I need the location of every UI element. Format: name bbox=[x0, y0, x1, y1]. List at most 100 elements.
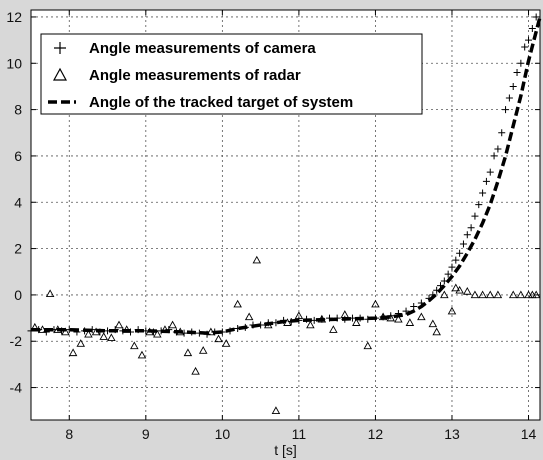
camera-point bbox=[525, 36, 533, 44]
camera-point bbox=[188, 328, 196, 336]
camera-point bbox=[35, 326, 43, 334]
camera-point bbox=[287, 318, 295, 326]
camera-point bbox=[502, 106, 510, 114]
radar-point bbox=[432, 327, 441, 336]
camera-point bbox=[410, 302, 418, 310]
camera-point bbox=[387, 312, 395, 320]
camera-point bbox=[127, 328, 135, 336]
axis-ticks: 8 9 10 11 12 13 14 -4 -2 0 2 4 6 8 10 12 bbox=[6, 9, 540, 442]
camera-point bbox=[73, 328, 81, 336]
radar-point bbox=[485, 290, 495, 299]
camera-point bbox=[467, 224, 475, 232]
camera-point bbox=[394, 309, 402, 317]
legend-marker-radar bbox=[52, 67, 68, 81]
plot-frame bbox=[30, 9, 541, 421]
camera-point bbox=[471, 212, 479, 220]
x-tick-label: 10 bbox=[215, 426, 231, 442]
radar-point bbox=[463, 287, 472, 295]
radar-point bbox=[271, 406, 281, 414]
plus-marker bbox=[54, 42, 66, 54]
camera-point bbox=[429, 291, 437, 299]
camera-point bbox=[371, 314, 379, 322]
radar-point bbox=[417, 312, 426, 321]
radar-point bbox=[264, 320, 273, 329]
y-tick-label: 2 bbox=[14, 241, 22, 257]
radar-point bbox=[191, 366, 200, 375]
camera-point bbox=[482, 177, 490, 185]
y-tick-label: -2 bbox=[10, 333, 23, 349]
radar-point bbox=[76, 339, 86, 347]
radar-point bbox=[30, 322, 40, 331]
x-tick-label: 13 bbox=[444, 426, 460, 442]
camera-point bbox=[348, 314, 356, 322]
camera-point bbox=[264, 319, 272, 327]
radar-point bbox=[428, 319, 438, 328]
camera-point bbox=[203, 330, 211, 338]
camera-point bbox=[402, 307, 410, 315]
camera-point bbox=[509, 82, 517, 90]
camera-point bbox=[341, 315, 349, 323]
legend-marker-camera bbox=[54, 42, 66, 54]
camera-point bbox=[505, 94, 513, 102]
radar-point bbox=[405, 318, 415, 326]
camera-point bbox=[234, 325, 242, 333]
radar-point bbox=[283, 318, 292, 326]
radar-point bbox=[470, 290, 480, 299]
radar-point bbox=[99, 332, 108, 340]
camera-point bbox=[180, 329, 188, 337]
legend-entry-camera: Angle measurements of camera bbox=[89, 40, 316, 57]
radar-point bbox=[122, 325, 131, 333]
radar-point bbox=[107, 333, 116, 342]
radar-point bbox=[233, 299, 242, 308]
camera-point bbox=[119, 327, 127, 335]
radar-point bbox=[61, 327, 70, 336]
x-tick-label: 12 bbox=[368, 426, 384, 442]
camera-point bbox=[528, 25, 536, 33]
camera-point bbox=[134, 326, 142, 334]
camera-point bbox=[241, 323, 249, 331]
camera-point bbox=[513, 69, 521, 77]
camera-point bbox=[333, 314, 341, 322]
camera-point bbox=[142, 327, 150, 335]
radar-point bbox=[451, 283, 461, 292]
radar-point bbox=[371, 299, 380, 308]
camera-point bbox=[463, 231, 471, 239]
camera-point bbox=[379, 313, 387, 321]
series-tracked-target bbox=[31, 16, 542, 335]
radar-point bbox=[252, 255, 262, 264]
camera-point bbox=[226, 327, 234, 335]
radar-point bbox=[455, 285, 464, 294]
camera-point bbox=[195, 329, 203, 337]
camera-point bbox=[425, 294, 433, 302]
camera-point bbox=[433, 286, 441, 294]
radar-point bbox=[45, 289, 55, 298]
legend-box bbox=[40, 33, 423, 115]
camera-point bbox=[88, 326, 96, 334]
camera-point bbox=[475, 201, 483, 209]
camera-point bbox=[58, 327, 66, 335]
radar-point bbox=[386, 313, 396, 322]
camera-point bbox=[486, 168, 494, 176]
camera-point bbox=[280, 316, 288, 324]
camera-point bbox=[42, 328, 50, 336]
y-tick-label: -4 bbox=[10, 380, 23, 396]
radar-point bbox=[137, 350, 147, 359]
radar-point bbox=[363, 341, 373, 350]
radar-point bbox=[516, 290, 526, 299]
camera-point bbox=[456, 249, 464, 257]
camera-point bbox=[295, 316, 303, 324]
x-tick-label: 14 bbox=[521, 426, 537, 442]
y-tick-label: 6 bbox=[14, 148, 22, 164]
camera-point bbox=[417, 299, 425, 307]
camera-point bbox=[494, 145, 502, 153]
radar-point bbox=[508, 290, 518, 299]
camera-point bbox=[318, 315, 326, 323]
camera-point bbox=[436, 282, 444, 290]
radar-point bbox=[198, 346, 208, 354]
radar-point bbox=[153, 329, 162, 338]
y-tick-label: 8 bbox=[14, 102, 22, 118]
radar-point bbox=[114, 320, 124, 329]
legend-entry-radar: Angle measurements of radar bbox=[89, 67, 301, 84]
camera-point bbox=[104, 327, 112, 335]
